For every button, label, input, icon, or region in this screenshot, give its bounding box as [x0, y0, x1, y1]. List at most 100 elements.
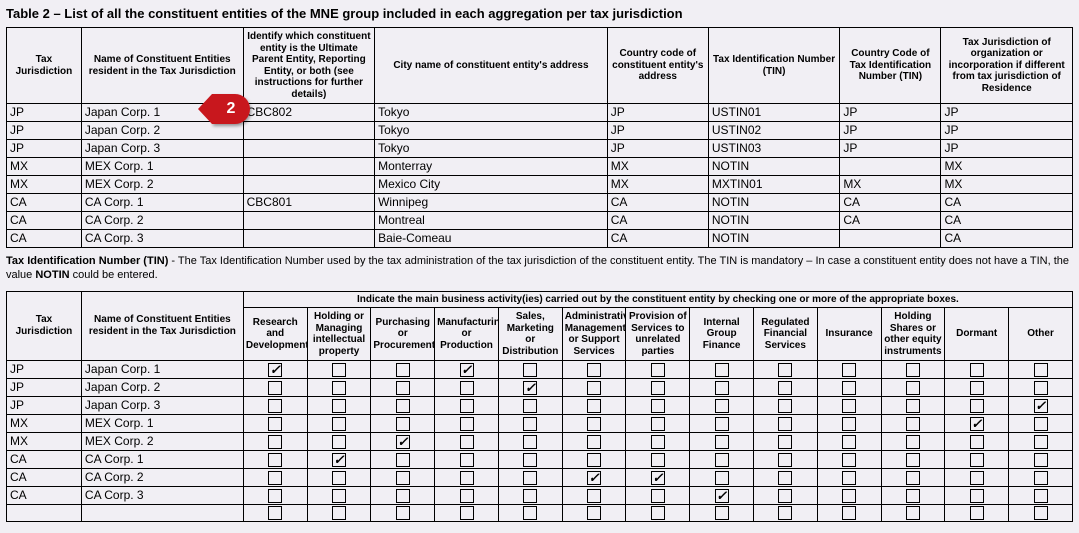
- checkbox[interactable]: [460, 435, 474, 449]
- checkbox[interactable]: [268, 381, 282, 395]
- checkbox[interactable]: [460, 381, 474, 395]
- checkbox[interactable]: [778, 471, 792, 485]
- checkbox[interactable]: [778, 489, 792, 503]
- checkbox[interactable]: ✓: [587, 471, 601, 485]
- checkbox[interactable]: [651, 453, 665, 467]
- checkbox[interactable]: ✓: [1034, 399, 1048, 413]
- checkbox[interactable]: [906, 399, 920, 413]
- checkbox[interactable]: [715, 506, 729, 520]
- checkbox[interactable]: [332, 435, 346, 449]
- checkbox[interactable]: [523, 435, 537, 449]
- checkbox[interactable]: [332, 417, 346, 431]
- checkbox[interactable]: [268, 399, 282, 413]
- checkbox[interactable]: [651, 435, 665, 449]
- checkbox[interactable]: [268, 435, 282, 449]
- checkbox[interactable]: [460, 399, 474, 413]
- checkbox[interactable]: [396, 417, 410, 431]
- checkbox[interactable]: [1034, 417, 1048, 431]
- checkbox[interactable]: [587, 453, 601, 467]
- checkbox[interactable]: [332, 399, 346, 413]
- checkbox[interactable]: ✓: [268, 363, 282, 377]
- checkbox[interactable]: [906, 453, 920, 467]
- checkbox[interactable]: ✓: [332, 453, 346, 467]
- checkbox[interactable]: ✓: [651, 471, 665, 485]
- checkbox[interactable]: [715, 417, 729, 431]
- checkbox[interactable]: [842, 471, 856, 485]
- checkbox[interactable]: [332, 471, 346, 485]
- checkbox[interactable]: ✓: [460, 363, 474, 377]
- checkbox[interactable]: ✓: [715, 489, 729, 503]
- checkbox[interactable]: [523, 506, 537, 520]
- checkbox[interactable]: [396, 381, 410, 395]
- checkbox[interactable]: [970, 435, 984, 449]
- checkbox[interactable]: [396, 489, 410, 503]
- checkbox[interactable]: ✓: [523, 381, 537, 395]
- checkbox[interactable]: [587, 381, 601, 395]
- checkbox[interactable]: [715, 471, 729, 485]
- checkbox[interactable]: [906, 363, 920, 377]
- checkbox[interactable]: [715, 453, 729, 467]
- checkbox[interactable]: [842, 506, 856, 520]
- checkbox[interactable]: [842, 363, 856, 377]
- checkbox[interactable]: [460, 489, 474, 503]
- checkbox[interactable]: [778, 417, 792, 431]
- checkbox[interactable]: [332, 489, 346, 503]
- checkbox[interactable]: [523, 399, 537, 413]
- checkbox[interactable]: [906, 506, 920, 520]
- checkbox[interactable]: [970, 381, 984, 395]
- checkbox[interactable]: [778, 506, 792, 520]
- checkbox[interactable]: [842, 381, 856, 395]
- checkbox[interactable]: [396, 363, 410, 377]
- checkbox[interactable]: [715, 435, 729, 449]
- checkbox[interactable]: [842, 453, 856, 467]
- checkbox[interactable]: [970, 363, 984, 377]
- checkbox[interactable]: [842, 435, 856, 449]
- checkbox[interactable]: [715, 381, 729, 395]
- checkbox[interactable]: [778, 453, 792, 467]
- checkbox[interactable]: [268, 453, 282, 467]
- checkbox[interactable]: [778, 363, 792, 377]
- checkbox[interactable]: [970, 489, 984, 503]
- checkbox[interactable]: [332, 363, 346, 377]
- checkbox[interactable]: [587, 489, 601, 503]
- checkbox[interactable]: [523, 453, 537, 467]
- checkbox[interactable]: [460, 506, 474, 520]
- checkbox[interactable]: [906, 417, 920, 431]
- checkbox[interactable]: [1034, 471, 1048, 485]
- checkbox[interactable]: [396, 506, 410, 520]
- checkbox[interactable]: [587, 506, 601, 520]
- checkbox[interactable]: [587, 435, 601, 449]
- checkbox[interactable]: [906, 471, 920, 485]
- checkbox[interactable]: [587, 363, 601, 377]
- checkbox[interactable]: [1034, 435, 1048, 449]
- checkbox[interactable]: [651, 489, 665, 503]
- checkbox[interactable]: [778, 399, 792, 413]
- checkbox[interactable]: [651, 417, 665, 431]
- checkbox[interactable]: [460, 453, 474, 467]
- checkbox[interactable]: [523, 417, 537, 431]
- checkbox[interactable]: [970, 453, 984, 467]
- checkbox[interactable]: [778, 435, 792, 449]
- checkbox[interactable]: [396, 453, 410, 467]
- checkbox[interactable]: [842, 399, 856, 413]
- checkbox[interactable]: [651, 381, 665, 395]
- checkbox[interactable]: [842, 417, 856, 431]
- checkbox[interactable]: [460, 471, 474, 485]
- checkbox[interactable]: [268, 506, 282, 520]
- checkbox[interactable]: [1034, 506, 1048, 520]
- checkbox[interactable]: [715, 363, 729, 377]
- checkbox[interactable]: [460, 417, 474, 431]
- checkbox[interactable]: [523, 489, 537, 503]
- checkbox[interactable]: [970, 399, 984, 413]
- checkbox[interactable]: [587, 417, 601, 431]
- checkbox[interactable]: [523, 363, 537, 377]
- checkbox[interactable]: [332, 381, 346, 395]
- checkbox[interactable]: [906, 381, 920, 395]
- checkbox[interactable]: [970, 471, 984, 485]
- checkbox[interactable]: [651, 506, 665, 520]
- checkbox[interactable]: [778, 381, 792, 395]
- checkbox[interactable]: [268, 471, 282, 485]
- checkbox[interactable]: [1034, 453, 1048, 467]
- checkbox[interactable]: [396, 471, 410, 485]
- checkbox[interactable]: [906, 489, 920, 503]
